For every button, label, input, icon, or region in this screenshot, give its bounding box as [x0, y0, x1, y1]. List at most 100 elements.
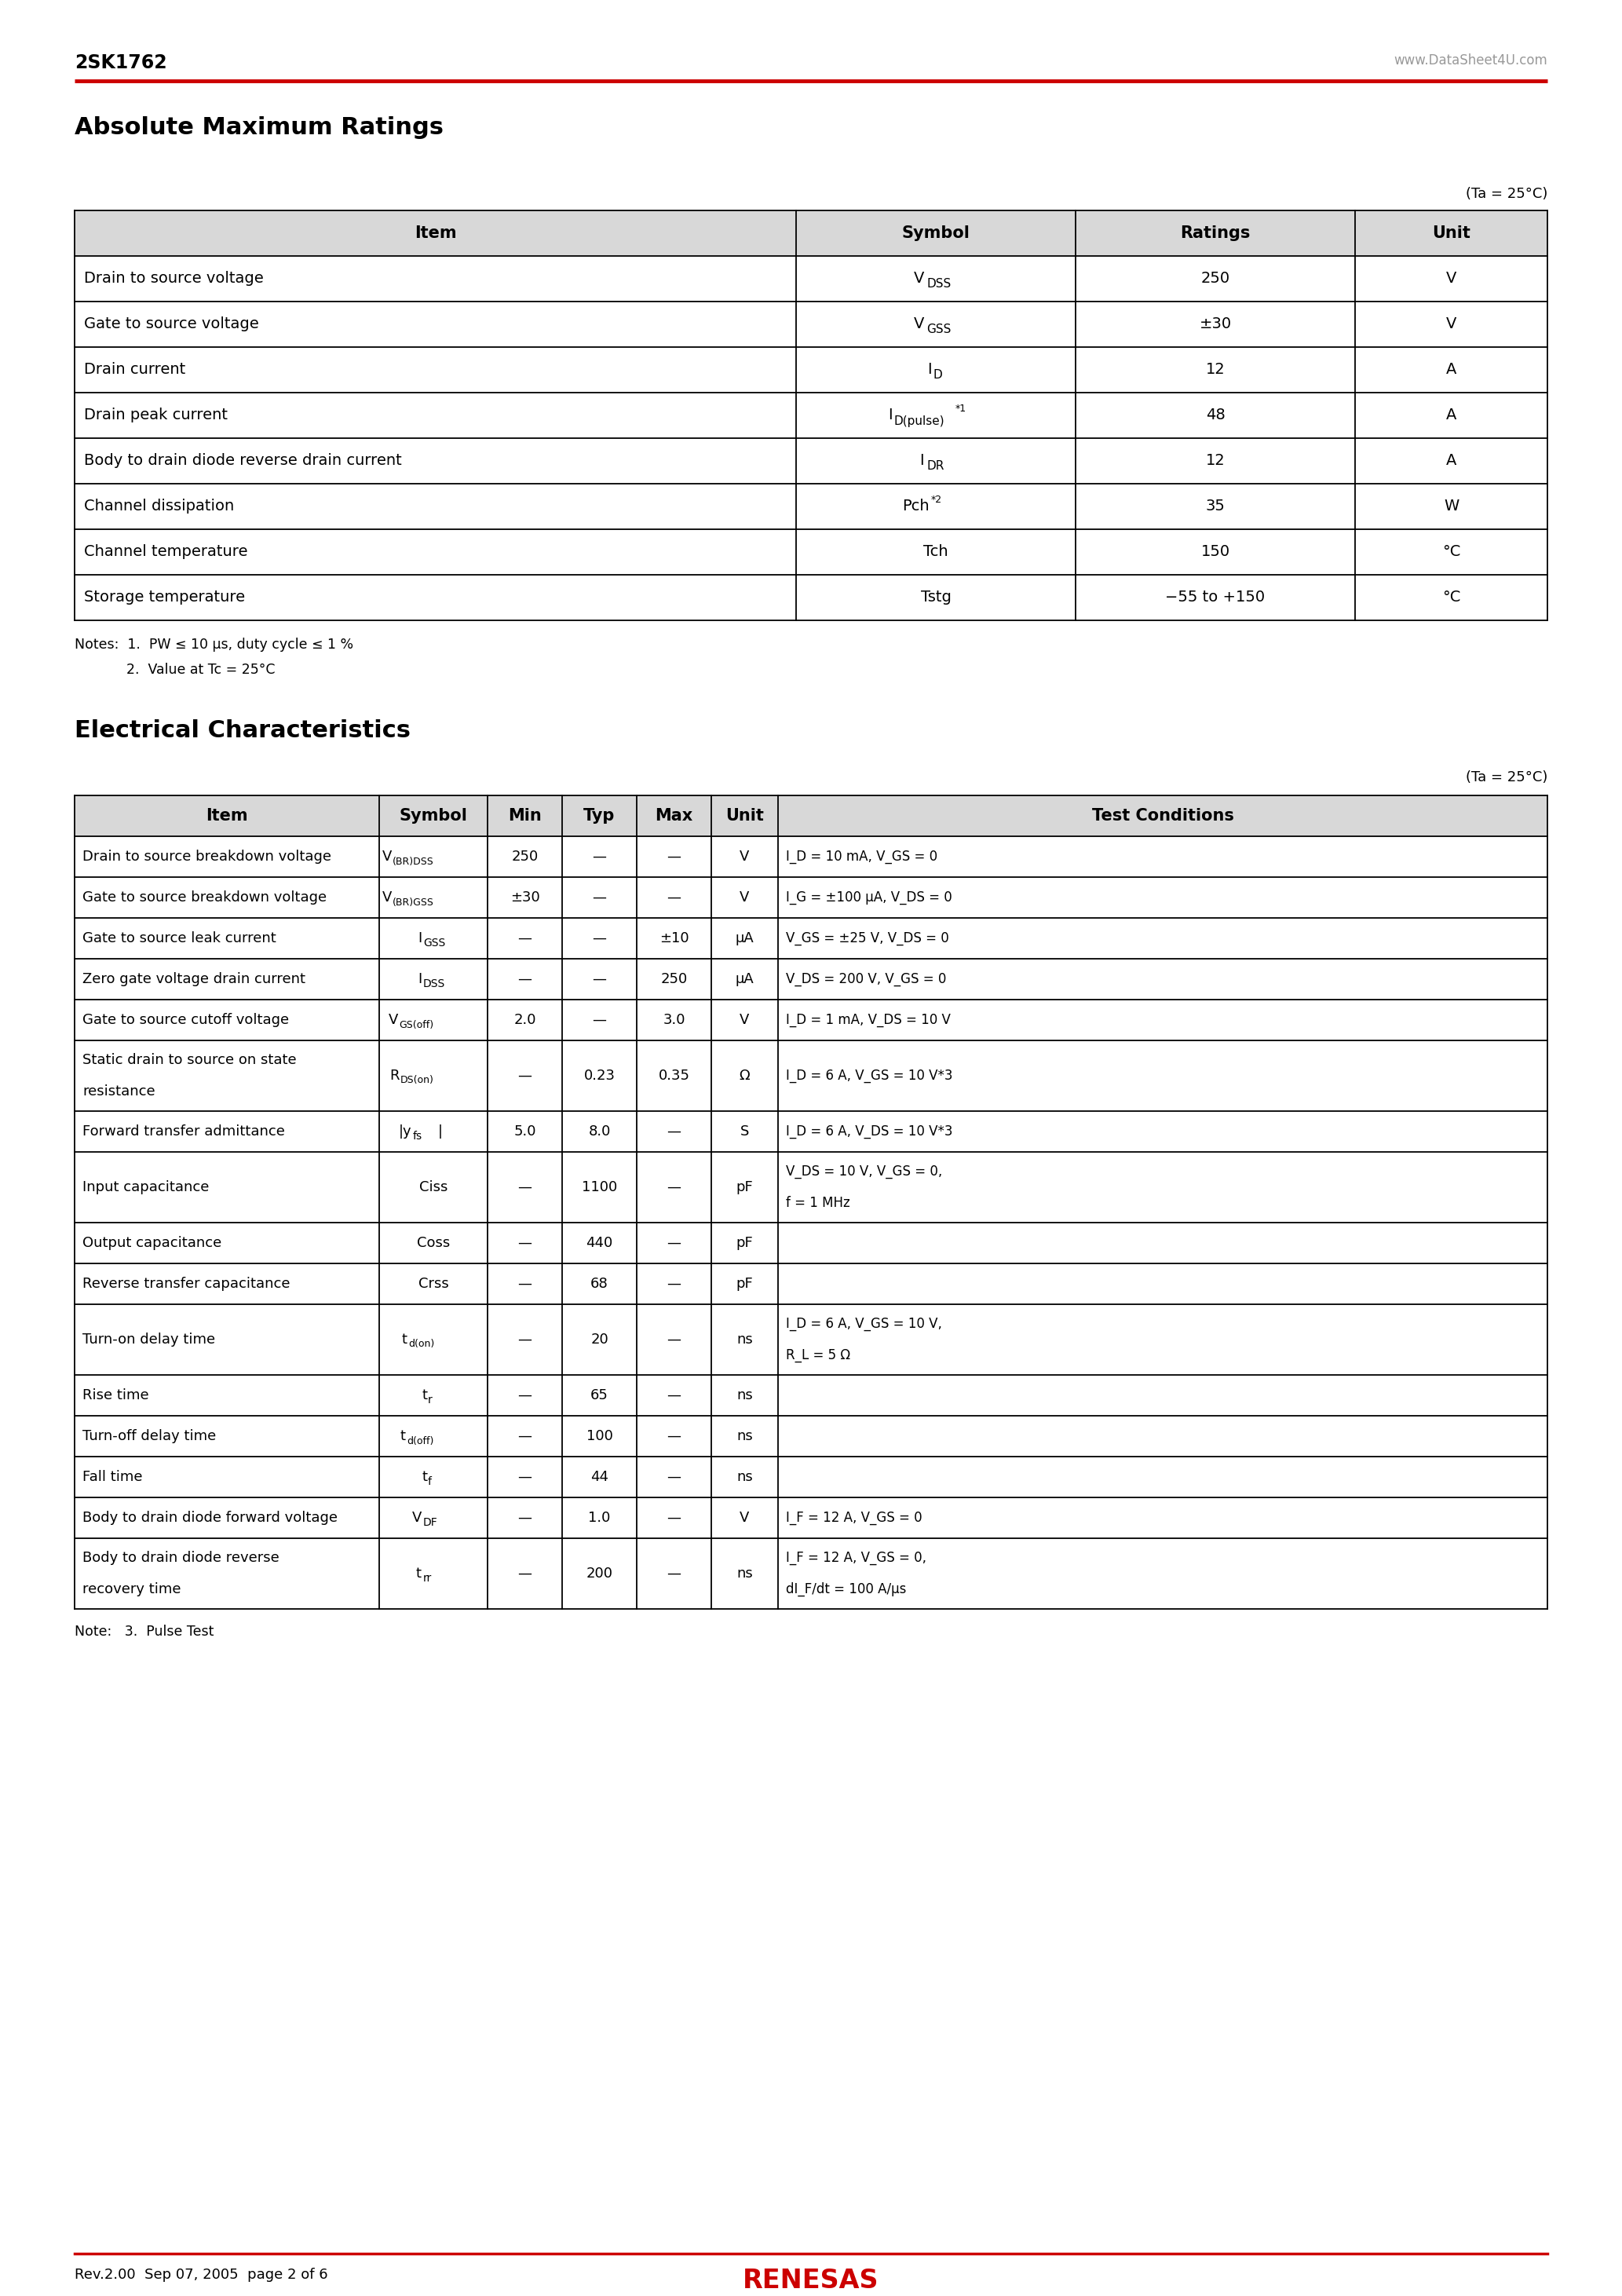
Text: W: W	[1444, 498, 1458, 514]
Text: 12: 12	[1205, 363, 1225, 377]
Text: 2SK1762: 2SK1762	[75, 53, 167, 71]
Text: V: V	[1445, 317, 1457, 331]
Text: A: A	[1445, 455, 1457, 468]
Text: Storage temperature: Storage temperature	[84, 590, 245, 606]
Text: (Ta = 25°C): (Ta = 25°C)	[1465, 186, 1547, 202]
Text: −55 to +150: −55 to +150	[1166, 590, 1265, 606]
Text: V: V	[740, 891, 749, 905]
Text: (Ta = 25°C): (Ta = 25°C)	[1465, 769, 1547, 785]
Text: —: —	[667, 1235, 681, 1249]
Text: d(on): d(on)	[409, 1339, 435, 1350]
Text: —: —	[592, 891, 607, 905]
Text: Rise time: Rise time	[83, 1389, 149, 1403]
Text: pF: pF	[736, 1235, 753, 1249]
Text: μA: μA	[735, 932, 754, 946]
Text: V: V	[913, 271, 925, 287]
Text: 250: 250	[511, 850, 539, 863]
Text: Ratings: Ratings	[1181, 225, 1251, 241]
Text: rr: rr	[423, 1573, 431, 1584]
Text: fs: fs	[414, 1130, 422, 1141]
Text: Output capacitance: Output capacitance	[83, 1235, 222, 1249]
Text: Body to drain diode reverse: Body to drain diode reverse	[83, 1552, 279, 1566]
Bar	[75, 794, 1547, 836]
Text: *1: *1	[955, 404, 967, 413]
Text: Ω: Ω	[740, 1068, 749, 1084]
Text: Turn-off delay time: Turn-off delay time	[83, 1428, 216, 1444]
Bar	[75, 211, 1547, 255]
Text: GS(off): GS(off)	[399, 1019, 433, 1031]
Text: I: I	[417, 932, 422, 946]
Text: Symbol: Symbol	[399, 808, 467, 824]
Text: ns: ns	[736, 1428, 753, 1444]
Text: 1100: 1100	[582, 1180, 618, 1194]
Text: 48: 48	[1205, 409, 1225, 422]
Text: Symbol: Symbol	[902, 225, 970, 241]
Text: Channel dissipation: Channel dissipation	[84, 498, 234, 514]
Text: R_L = 5 Ω: R_L = 5 Ω	[787, 1348, 850, 1362]
Text: t: t	[402, 1332, 407, 1348]
Text: —: —	[517, 1235, 532, 1249]
Text: V: V	[383, 850, 393, 863]
Text: Forward transfer admittance: Forward transfer admittance	[83, 1125, 285, 1139]
Text: www.DataSheet4U.com: www.DataSheet4U.com	[1393, 53, 1547, 67]
Text: 20: 20	[590, 1332, 608, 1348]
Text: 5.0: 5.0	[514, 1125, 535, 1139]
Text: ±10: ±10	[659, 932, 689, 946]
Text: 440: 440	[586, 1235, 613, 1249]
Text: Tch: Tch	[923, 544, 949, 560]
Text: RENESAS: RENESAS	[743, 2268, 879, 2294]
Text: Drain to source breakdown voltage: Drain to source breakdown voltage	[83, 850, 331, 863]
Text: 35: 35	[1205, 498, 1225, 514]
Text: V: V	[740, 850, 749, 863]
Text: ±30: ±30	[509, 891, 540, 905]
Text: S: S	[740, 1125, 749, 1139]
Text: I_G = ±100 μA, V_DS = 0: I_G = ±100 μA, V_DS = 0	[787, 891, 952, 905]
Text: Max: Max	[655, 808, 693, 824]
Text: V: V	[383, 891, 393, 905]
Text: I: I	[417, 971, 422, 987]
Text: —: —	[517, 1428, 532, 1444]
Text: —: —	[517, 1332, 532, 1348]
Text: I_D = 1 mA, V_DS = 10 V: I_D = 1 mA, V_DS = 10 V	[787, 1013, 950, 1026]
Text: —: —	[517, 971, 532, 987]
Text: ±30: ±30	[1199, 317, 1231, 331]
Text: 200: 200	[586, 1566, 613, 1580]
Text: 0.23: 0.23	[584, 1068, 615, 1084]
Text: —: —	[667, 1566, 681, 1580]
Text: DSS: DSS	[423, 978, 446, 990]
Text: V: V	[740, 1013, 749, 1026]
Text: V: V	[740, 1511, 749, 1525]
Text: —: —	[517, 1469, 532, 1483]
Text: —: —	[517, 1068, 532, 1084]
Text: Note:   3.  Pulse Test: Note: 3. Pulse Test	[75, 1626, 214, 1639]
Text: ns: ns	[736, 1332, 753, 1348]
Text: I_D = 6 A, V_DS = 10 V*3: I_D = 6 A, V_DS = 10 V*3	[787, 1125, 952, 1139]
Text: Gate to source leak current: Gate to source leak current	[83, 932, 276, 946]
Text: V: V	[388, 1013, 397, 1026]
Text: —: —	[667, 1389, 681, 1403]
Text: μA: μA	[735, 971, 754, 987]
Text: 12: 12	[1205, 455, 1225, 468]
Text: Min: Min	[508, 808, 542, 824]
Text: Channel temperature: Channel temperature	[84, 544, 248, 560]
Text: Unit: Unit	[725, 808, 764, 824]
Text: Tstg: Tstg	[921, 590, 950, 606]
Text: —: —	[667, 891, 681, 905]
Text: Fall time: Fall time	[83, 1469, 143, 1483]
Text: 8.0: 8.0	[589, 1125, 610, 1139]
Text: 0.35: 0.35	[659, 1068, 689, 1084]
Text: 2.0: 2.0	[514, 1013, 535, 1026]
Text: D: D	[934, 370, 942, 381]
Text: —: —	[667, 1332, 681, 1348]
Text: °C: °C	[1442, 544, 1460, 560]
Text: 68: 68	[590, 1277, 608, 1290]
Text: DF: DF	[423, 1518, 438, 1529]
Text: Body to drain diode reverse drain current: Body to drain diode reverse drain curren…	[84, 455, 402, 468]
Text: Item: Item	[414, 225, 456, 241]
Text: 44: 44	[590, 1469, 608, 1483]
Text: recovery time: recovery time	[83, 1582, 182, 1596]
Text: I_D = 6 A, V_GS = 10 V*3: I_D = 6 A, V_GS = 10 V*3	[787, 1068, 952, 1084]
Text: Ciss: Ciss	[418, 1180, 448, 1194]
Text: Static drain to source on state: Static drain to source on state	[83, 1054, 297, 1068]
Text: Unit: Unit	[1432, 225, 1471, 241]
